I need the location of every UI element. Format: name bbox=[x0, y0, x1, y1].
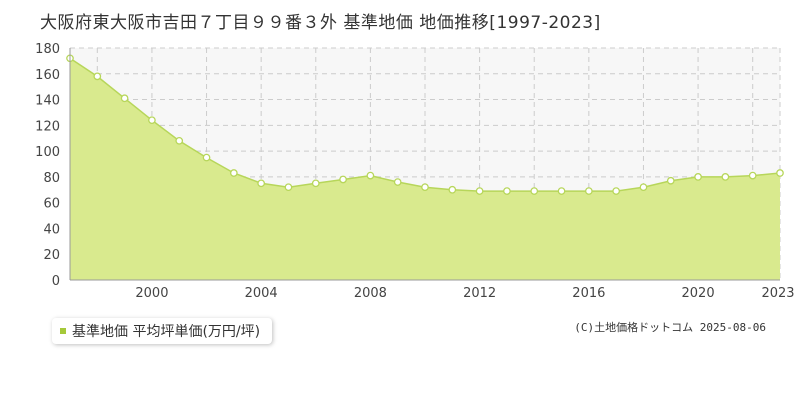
data-point bbox=[503, 187, 511, 195]
y-tick-label: 20 bbox=[43, 248, 60, 263]
data-point bbox=[557, 187, 566, 195]
legend: 基準地価 平均坪単価(万円/坪) bbox=[52, 318, 273, 344]
data-point bbox=[448, 185, 457, 194]
y-tick-label: 100 bbox=[35, 145, 60, 160]
y-tick-label: 60 bbox=[43, 197, 60, 212]
data-point bbox=[93, 72, 102, 81]
price-area-fill bbox=[70, 58, 780, 280]
data-point bbox=[229, 169, 238, 177]
x-tick-label: 2008 bbox=[354, 286, 387, 301]
data-point bbox=[148, 116, 156, 125]
data-point bbox=[284, 183, 293, 192]
data-point bbox=[639, 183, 648, 192]
data-point bbox=[584, 187, 593, 195]
y-axis-ticks: 0 20 40 60 80 100 120 140 160 180 bbox=[35, 42, 60, 289]
data-point bbox=[530, 187, 539, 195]
y-tick-label: 160 bbox=[35, 68, 60, 83]
y-tick-label: 140 bbox=[35, 94, 60, 109]
data-point bbox=[612, 187, 621, 195]
data-point bbox=[721, 173, 730, 181]
data-point bbox=[748, 171, 757, 180]
legend-swatch bbox=[60, 328, 66, 334]
chart-title: 大阪府東大阪市吉田７丁目９９番３外 基準地価 地価推移[1997-2023] bbox=[40, 13, 601, 33]
data-point bbox=[421, 183, 429, 192]
data-point bbox=[475, 187, 484, 195]
y-tick-label: 180 bbox=[35, 42, 60, 57]
y-tick-label: 120 bbox=[35, 119, 60, 134]
data-point bbox=[366, 171, 375, 180]
x-axis-ticks: 2000 2004 2008 2012 2016 2020 2023 bbox=[135, 286, 794, 301]
x-tick-label: 2023 bbox=[761, 286, 794, 301]
data-point bbox=[694, 173, 702, 181]
axes bbox=[69, 48, 780, 281]
y-tick-label: 80 bbox=[43, 171, 60, 186]
y-tick-label: 40 bbox=[43, 222, 60, 237]
data-point bbox=[339, 175, 347, 184]
data-point bbox=[202, 153, 211, 162]
data-points bbox=[66, 54, 784, 195]
x-tick-label: 2012 bbox=[463, 286, 496, 301]
data-point bbox=[175, 136, 184, 145]
x-tick-label: 2020 bbox=[682, 286, 715, 301]
x-tick-label: 2016 bbox=[572, 286, 605, 301]
data-point bbox=[311, 179, 320, 188]
copyright-notice: (C)土地価格ドットコム 2025-08-06 bbox=[574, 321, 766, 334]
y-tick-label: 0 bbox=[52, 274, 60, 289]
data-point bbox=[666, 176, 675, 185]
x-tick-label: 2004 bbox=[245, 286, 278, 301]
legend-label: 基準地価 平均坪単価(万円/坪) bbox=[72, 324, 261, 340]
data-point bbox=[393, 178, 402, 186]
data-point bbox=[257, 179, 266, 188]
data-point bbox=[120, 94, 129, 103]
data-point bbox=[776, 169, 784, 177]
x-tick-label: 2000 bbox=[135, 286, 168, 301]
